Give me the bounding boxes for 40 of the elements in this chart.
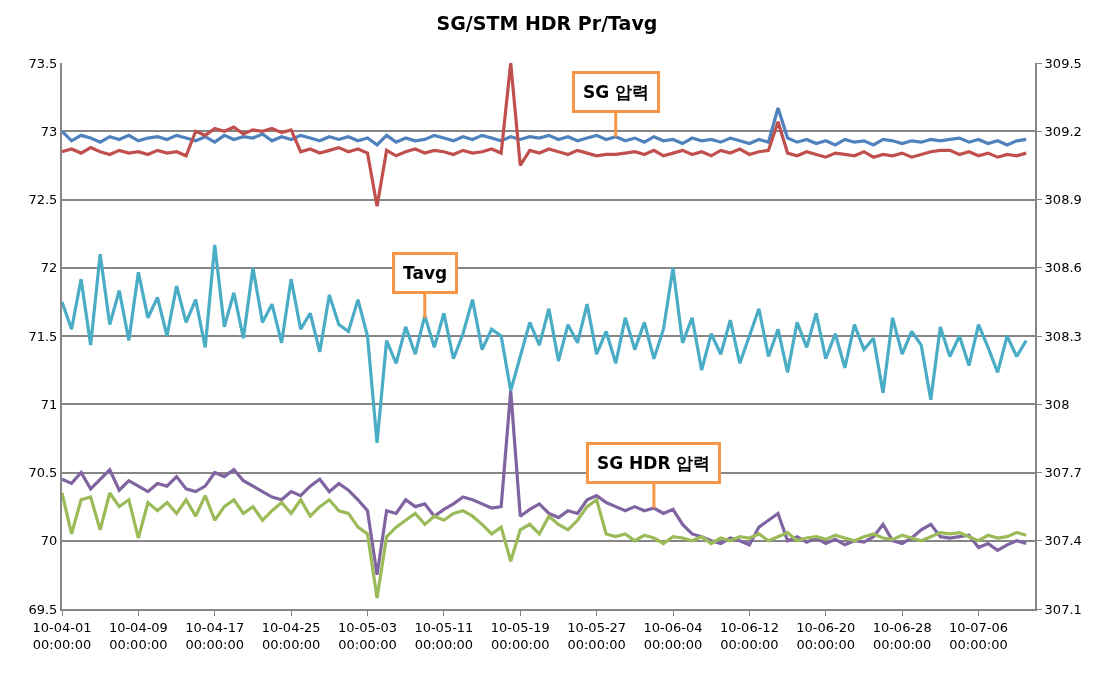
y2-tick-label: 307.4 [1044,533,1082,549]
x-tick-label: 10-05-27 00:00:00 [567,619,627,652]
y2-tick-label: 308.6 [1044,260,1082,276]
line-series [62,243,1028,445]
line-series [62,491,1028,600]
y2-tick-label: 307.7 [1044,465,1082,481]
x-tick-label: 10-04-17 00:00:00 [185,619,245,652]
x-tick-label: 10-04-01 00:00:00 [32,619,92,652]
y2-tick-label: 308.9 [1044,192,1082,208]
y2-tick-label: 309.5 [1044,55,1082,71]
line-series [62,63,1028,208]
x-tick-label: 10-06-28 00:00:00 [872,619,932,652]
y2-tick-label: 308.3 [1044,328,1082,344]
line-series [62,106,1028,147]
annotation: SG 압력 [583,82,650,102]
x-tick-label: 10-06-12 00:00:00 [719,619,779,652]
line-series [62,389,1028,577]
x-tick-label: 10-05-11 00:00:00 [414,619,474,652]
y-tick-label: 71.5 [28,328,58,344]
y-tick-label: 70.5 [28,465,58,481]
x-tick-label: 10-07-06 00:00:00 [949,619,1009,652]
chart-title: SG/STM HDR Pr/Tavg [436,12,658,35]
y-tick-label: 70 [40,533,58,549]
x-tick-label: 10-05-19 00:00:00 [490,619,550,652]
x-tick-label: 10-06-20 00:00:00 [796,619,856,652]
y-tick-label: 72.5 [28,192,58,208]
y2-tick-label: 308 [1044,396,1070,412]
x-tick-label: 10-04-09 00:00:00 [108,619,168,652]
x-tick-label: 10-06-04 00:00:00 [643,619,703,652]
y-tick-label: 73.5 [28,55,58,71]
y-tick-label: 71 [40,396,58,412]
annotation: Tavg [403,263,448,283]
x-tick-label: 10-05-03 00:00:00 [337,619,398,652]
y2-tick-label: 309.2 [1044,123,1082,139]
y-tick-label: 72 [40,260,58,276]
x-tick-label: 10-04-25 00:00:00 [261,619,321,652]
y-tick-label: 73 [40,123,58,139]
annotation: SG HDR 압력 [597,453,711,473]
y-tick-label: 69.5 [28,601,58,617]
y2-tick-label: 307.1 [1044,601,1082,617]
